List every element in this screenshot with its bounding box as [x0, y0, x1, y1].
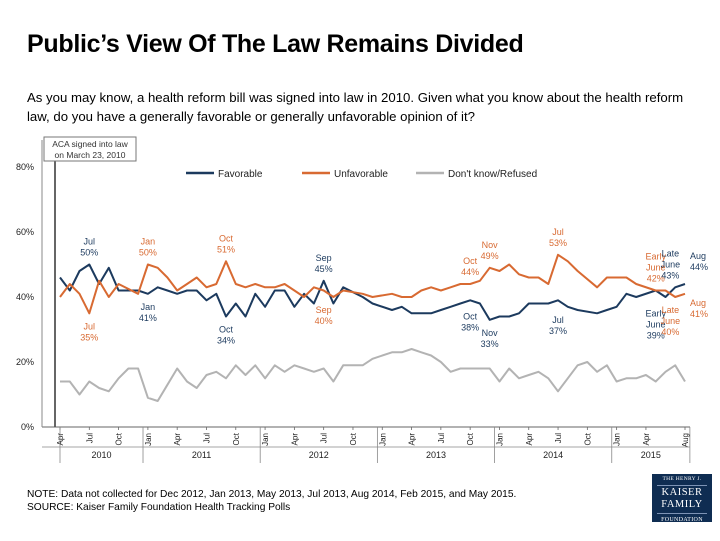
data-annotation: June: [646, 319, 666, 329]
data-annotation: 33%: [481, 339, 499, 349]
y-tick-label: 60%: [16, 227, 34, 237]
data-annotation: 42%: [647, 274, 665, 284]
series-line-don-t-know-refused: [60, 348, 686, 402]
x-tick-label: Jan: [378, 433, 387, 446]
survey-question: As you may know, a health reform bill wa…: [27, 90, 684, 124]
data-annotation: Aug: [690, 298, 706, 308]
x-tick-label: Oct: [232, 432, 241, 445]
y-tick-label: 0%: [21, 422, 34, 432]
data-annotation: 41%: [139, 313, 157, 323]
x-tick-label: Jul: [320, 433, 329, 443]
y-tick-label: 40%: [16, 292, 34, 302]
x-tick-label: Apr: [525, 433, 534, 446]
aca-annotation-line-2: on March 23, 2010: [55, 150, 126, 160]
data-annotation: 44%: [461, 267, 479, 277]
x-tick-label: Apr: [173, 433, 182, 446]
year-label: 2014: [543, 450, 563, 460]
logo-line-1: THE HENRY J.: [662, 476, 702, 482]
x-tick-label: Jan: [144, 433, 153, 446]
year-label: 2012: [309, 450, 329, 460]
year-label: 2011: [192, 450, 211, 460]
data-annotation: Jul: [552, 315, 564, 325]
x-tick-label: Apr: [642, 433, 651, 446]
x-tick-label: Jan: [613, 433, 622, 446]
x-tick-label: Oct: [349, 432, 358, 445]
data-annotation: Oct: [219, 233, 234, 243]
data-annotation: 38%: [461, 323, 479, 333]
data-annotation: June: [646, 263, 666, 273]
data-annotation: 44%: [690, 262, 708, 272]
x-tick-label: Jul: [554, 433, 563, 443]
data-annotation: 50%: [139, 248, 157, 258]
chart-footnote: NOTE: Data not collected for Dec 2012, J…: [27, 488, 516, 514]
aca-annotation-line-1: ACA signed into law: [52, 139, 128, 149]
data-annotation: Sep: [316, 305, 332, 315]
source-text: SOURCE: Kaiser Family Foundation Health …: [27, 502, 291, 513]
chart-title: Public’s View Of The Law Remains Divided: [27, 30, 524, 58]
x-tick-label: Apr: [290, 433, 299, 446]
kaiser-family-foundation-logo: THE HENRY J. KAISER FAMILY FOUNDATION: [652, 474, 712, 523]
data-annotation: June: [661, 316, 681, 326]
x-tick-label: Oct: [466, 432, 475, 445]
data-annotation: Nov: [482, 328, 499, 338]
data-annotation: 45%: [315, 264, 333, 274]
legend-label: Favorable: [218, 169, 263, 180]
data-annotation: 43%: [661, 270, 679, 280]
series-line-unfavorable: [59, 253, 686, 315]
data-annotation: 34%: [217, 336, 235, 346]
data-annotation: 39%: [647, 330, 665, 340]
x-tick-label: Aug: [681, 433, 690, 447]
series-line-favorable: [59, 263, 686, 321]
year-label: 2015: [641, 450, 661, 460]
x-tick-label: Apr: [408, 433, 417, 446]
data-annotation: Early: [645, 252, 666, 262]
aca-annotation-box: [43, 136, 137, 162]
data-annotation: 49%: [481, 251, 499, 261]
data-annotation: Early: [645, 308, 666, 318]
x-tick-label: Jul: [85, 433, 94, 443]
data-annotation: 53%: [549, 238, 567, 248]
data-annotation: Aug: [690, 251, 706, 261]
logo-line-2: KAISER: [661, 486, 703, 498]
y-tick-label: 80%: [16, 162, 34, 172]
data-annotation: Jul: [84, 237, 96, 247]
legend-label: Don't know/Refused: [448, 169, 537, 180]
x-tick-label: Oct: [115, 432, 124, 445]
note-text: NOTE: Data not collected for Dec 2012, J…: [27, 489, 517, 500]
data-annotation: June: [661, 259, 681, 269]
data-annotation: 37%: [549, 326, 567, 336]
data-annotation: 51%: [217, 244, 235, 254]
data-annotation: Oct: [463, 256, 478, 266]
x-tick-label: Jan: [495, 433, 504, 446]
data-annotation: Jul: [552, 227, 564, 237]
year-label: 2013: [426, 450, 446, 460]
y-tick-label: 20%: [16, 357, 34, 367]
data-annotation: Jan: [141, 237, 156, 247]
data-annotation: 35%: [80, 332, 98, 342]
x-tick-label: Apr: [56, 433, 65, 446]
x-tick-label: Jul: [437, 433, 446, 443]
x-tick-label: Jul: [202, 433, 211, 443]
data-annotation: 41%: [690, 309, 708, 319]
year-label: 2010: [91, 450, 111, 460]
data-annotation: 40%: [661, 327, 679, 337]
data-annotation: Nov: [482, 240, 499, 250]
data-annotation: Jan: [141, 302, 156, 312]
data-annotation: Late: [662, 305, 680, 315]
data-annotation: Sep: [316, 253, 332, 263]
data-annotation: Late: [662, 248, 680, 258]
data-annotation: 50%: [80, 248, 98, 258]
data-annotation: Oct: [219, 325, 234, 335]
data-annotation: Oct: [463, 312, 478, 322]
data-annotation: Jul: [84, 321, 96, 331]
legend-label: Unfavorable: [334, 169, 388, 180]
x-tick-label: Oct: [583, 432, 592, 445]
x-tick-label: Jan: [261, 433, 270, 446]
data-annotation: 40%: [315, 316, 333, 326]
logo-line-4: FOUNDATION: [661, 516, 703, 523]
logo-line-3: FAMILY: [661, 499, 703, 510]
